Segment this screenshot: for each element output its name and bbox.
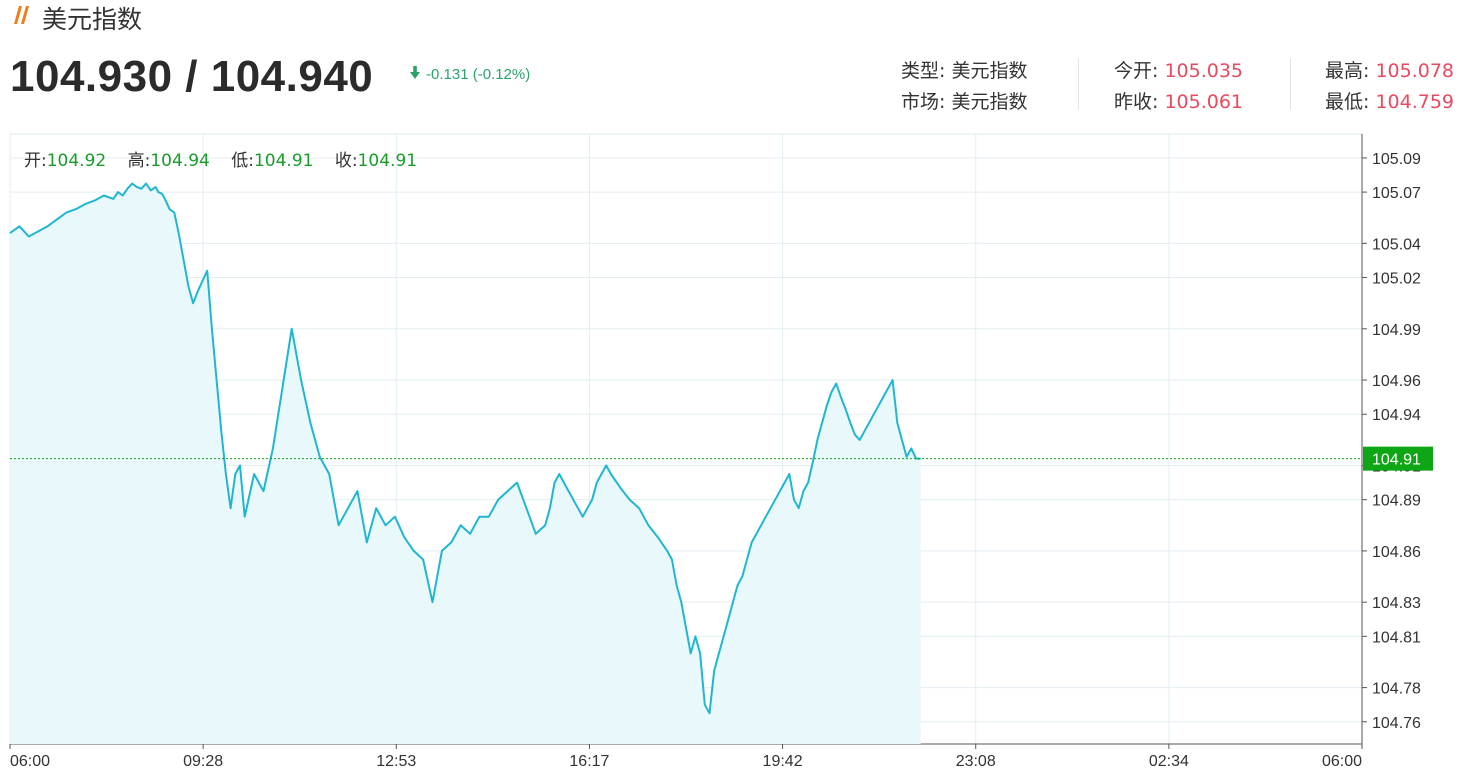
price-area [10,183,921,745]
ohlc-high-label: 高: [127,151,151,171]
down-arrow-icon [410,66,420,83]
open-value: 105.035 [1164,60,1244,82]
ohlc-close-label: 收: [334,151,358,171]
last-price-label: 104.91 [1372,452,1421,469]
type-label: 类型: [901,60,946,82]
x-tick-label: 06:00 [1322,753,1362,770]
y-tick-label: 104.86 [1372,544,1421,561]
y-tick-label: 104.78 [1372,681,1421,698]
ohlc-low-value: 104.91 [253,151,314,171]
y-tick-label: 104.76 [1372,715,1421,732]
x-tick-label: 19:42 [763,753,803,770]
brand-mark-icon [14,6,29,24]
info-divider [1290,58,1291,110]
low-value: 104.759 [1375,91,1455,113]
y-tick-label: 104.81 [1372,629,1421,646]
price-line [9,182,921,715]
x-tick-label: 16:17 [569,753,609,770]
x-tick-label: 06:00 [10,753,50,770]
x-tick-label: 02:34 [1149,753,1189,770]
y-tick-label: 104.94 [1372,407,1421,424]
info-type-market: 类型: 美元指数 市场: 美元指数 [901,56,1027,118]
price-change: -0.131 (-0.12%) [410,66,530,83]
price-change-value: -0.131 (-0.12%) [426,66,531,83]
y-tick-label: 105.02 [1372,271,1421,288]
y-tick-label: 105.07 [1372,185,1421,202]
info-open-prevclose: 今开: 105.035 昨收: 105.061 [1114,56,1243,118]
y-tick-label: 104.99 [1372,322,1421,339]
ohlc-open-label: 开: [24,151,47,171]
high-value: 105.078 [1375,60,1455,82]
y-tick-label: 104.83 [1372,595,1421,612]
low-label: 最低: [1325,91,1370,113]
type-value: 美元指数 [951,60,1028,82]
x-tick-label: 12:53 [376,753,416,770]
y-tick-label: 104.96 [1372,373,1421,390]
ohlc-low-label: 低: [231,151,254,171]
prevclose-value: 105.061 [1164,91,1244,113]
last-price-tag [1363,446,1433,471]
page-title: 美元指数 [42,5,143,34]
ohlc-readout: 开:104.92 高:104.94 低:104.91 收:104.91 [24,146,433,171]
prevclose-label: 昨收: [1114,91,1159,113]
ohlc-open-value: 104.92 [46,151,107,171]
x-tick-label: 09:28 [183,753,223,770]
ohlc-close-value: 104.91 [357,151,418,171]
market-value: 美元指数 [951,91,1028,113]
info-divider [1078,58,1079,110]
open-label: 今开: [1114,60,1159,82]
x-tick-label: 23:08 [956,753,996,770]
ohlc-high-value: 104.94 [150,151,210,171]
y-tick-label: 104.89 [1372,493,1421,510]
y-tick-label: 105.09 [1372,151,1421,168]
high-label: 最高: [1325,60,1370,82]
y-tick-label: 105.04 [1372,236,1421,253]
market-label: 市场: [901,91,946,113]
info-high-low: 最高: 105.078 最低: 104.759 [1325,56,1454,118]
price-quote: 104.930 / 104.940 [10,52,374,101]
